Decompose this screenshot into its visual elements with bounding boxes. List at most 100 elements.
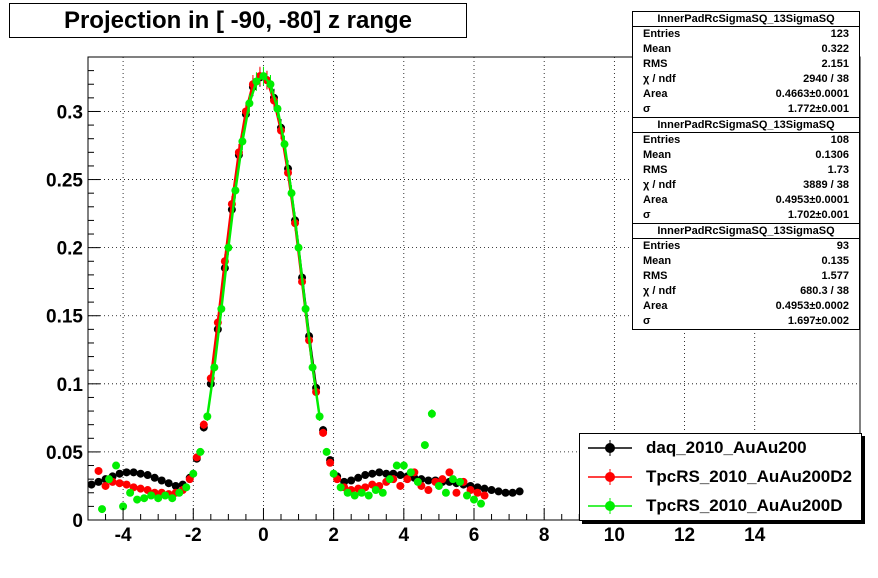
data-point: [154, 494, 163, 503]
chart-title-box: Projection in [ -90, -80] z range: [9, 3, 467, 38]
legend-marker-d: [580, 492, 640, 520]
data-point: [375, 468, 384, 477]
data-point: [140, 494, 149, 503]
data-point: [210, 363, 219, 372]
data-point: [294, 243, 303, 252]
data-point: [368, 469, 377, 478]
stats-row-mean: Mean 0.322: [643, 43, 849, 55]
data-point: [224, 243, 233, 252]
data-point: [336, 483, 345, 492]
stats-box-daq: InnerPadRcSigmaSQ_13SigmaSQ Entries 123 M…: [632, 11, 860, 118]
data-point: [477, 499, 486, 508]
data-point: [392, 461, 401, 470]
stats-row-entries: Entries 93: [643, 240, 849, 252]
data-point: [406, 468, 415, 477]
data-point: [480, 491, 489, 500]
x-tick-label: 2: [328, 525, 339, 546]
data-point: [399, 461, 408, 470]
data-point: [487, 486, 496, 495]
data-point: [115, 469, 124, 478]
stats-row-area: Area 0.4953±0.0001: [643, 194, 849, 206]
stats-row-rms: RMS 1.577: [643, 270, 849, 282]
x-tick-label: 6: [469, 525, 480, 546]
legend-entry-daq: daq_2010_AuAu200: [580, 434, 861, 462]
x-tick-label: 12: [674, 525, 695, 546]
data-point: [361, 471, 370, 480]
stats-row-chi2: χ / ndf 3889 / 38: [643, 179, 849, 191]
legend: daq_2010_AuAu200 TpcRS_2010_AuAu200D2 Tp…: [579, 433, 862, 521]
data-point: [143, 471, 152, 480]
data-point: [480, 484, 489, 493]
data-point: [122, 468, 131, 477]
data-point: [396, 471, 405, 480]
data-point: [455, 477, 464, 486]
data-point: [347, 476, 356, 485]
data-point: [319, 428, 328, 437]
data-point: [424, 476, 433, 485]
stats-box-header: InnerPadRcSigmaSQ_13SigmaSQ: [633, 118, 859, 133]
data-point: [280, 140, 289, 149]
data-point: [147, 491, 156, 500]
data-point: [119, 502, 128, 511]
stats-row-sigma: σ 1.702±0.001: [643, 209, 849, 221]
y-tick-label: 0.05: [46, 443, 83, 464]
data-point: [164, 479, 173, 488]
stats-row-rms: RMS 2.151: [643, 58, 849, 70]
data-point: [452, 488, 461, 497]
x-tick-label: 0: [258, 525, 269, 546]
data-point: [329, 469, 338, 478]
stats-row-area: Area 0.4663±0.0001: [643, 88, 849, 100]
data-point: [122, 480, 131, 489]
legend-marker-daq: [580, 434, 640, 462]
x-tick-label: 8: [539, 525, 550, 546]
x-tick-label: -2: [185, 525, 202, 546]
data-point: [126, 488, 135, 497]
data-point: [115, 479, 124, 488]
data-point: [462, 491, 471, 500]
stats-box-d: InnerPadRcSigmaSQ_13SigmaSQ Entries 93 Me…: [632, 223, 860, 330]
data-point: [385, 475, 394, 484]
data-point: [231, 186, 240, 195]
data-point: [136, 469, 145, 478]
data-point: [403, 475, 412, 484]
data-point: [168, 494, 177, 503]
data-point: [343, 488, 352, 497]
data-point: [326, 458, 335, 467]
data-point: [161, 491, 170, 500]
data-point: [136, 484, 145, 493]
series-2: [98, 66, 486, 514]
data-point: [175, 488, 184, 497]
y-tick-label: 0.1: [57, 375, 84, 396]
data-point: [157, 476, 166, 485]
data-point: [448, 475, 457, 484]
series-1: [94, 66, 489, 500]
x-tick-label: 10: [604, 525, 625, 546]
data-point: [112, 461, 121, 470]
data-point: [94, 477, 103, 486]
data-point: [238, 137, 247, 146]
data-point: [494, 487, 503, 496]
x-tick-label: -4: [115, 525, 132, 546]
data-point: [357, 488, 366, 497]
series-fit-line: [209, 74, 318, 393]
stats-row-mean: Mean 0.1306: [643, 149, 849, 161]
data-point: [199, 420, 208, 429]
data-point: [501, 488, 510, 497]
data-point: [427, 409, 436, 418]
legend-label-d: TpcRS_2010_AuAu200D: [646, 496, 843, 515]
data-point: [245, 99, 254, 108]
data-point: [196, 447, 205, 456]
data-point: [420, 441, 429, 450]
chart-title: Projection in [ -90, -80] z range: [63, 6, 413, 34]
y-tick-label: 0.2: [57, 239, 83, 260]
data-point: [182, 483, 191, 492]
data-point: [98, 505, 107, 514]
stats-row-chi2: χ / ndf 2940 / 38: [643, 73, 849, 85]
y-tick-label: 0.15: [46, 307, 83, 328]
data-point: [438, 475, 447, 484]
data-point: [315, 412, 324, 421]
stats-row-area: Area 0.4953±0.0002: [643, 300, 849, 312]
data-point: [171, 481, 180, 490]
data-point: [101, 481, 110, 490]
